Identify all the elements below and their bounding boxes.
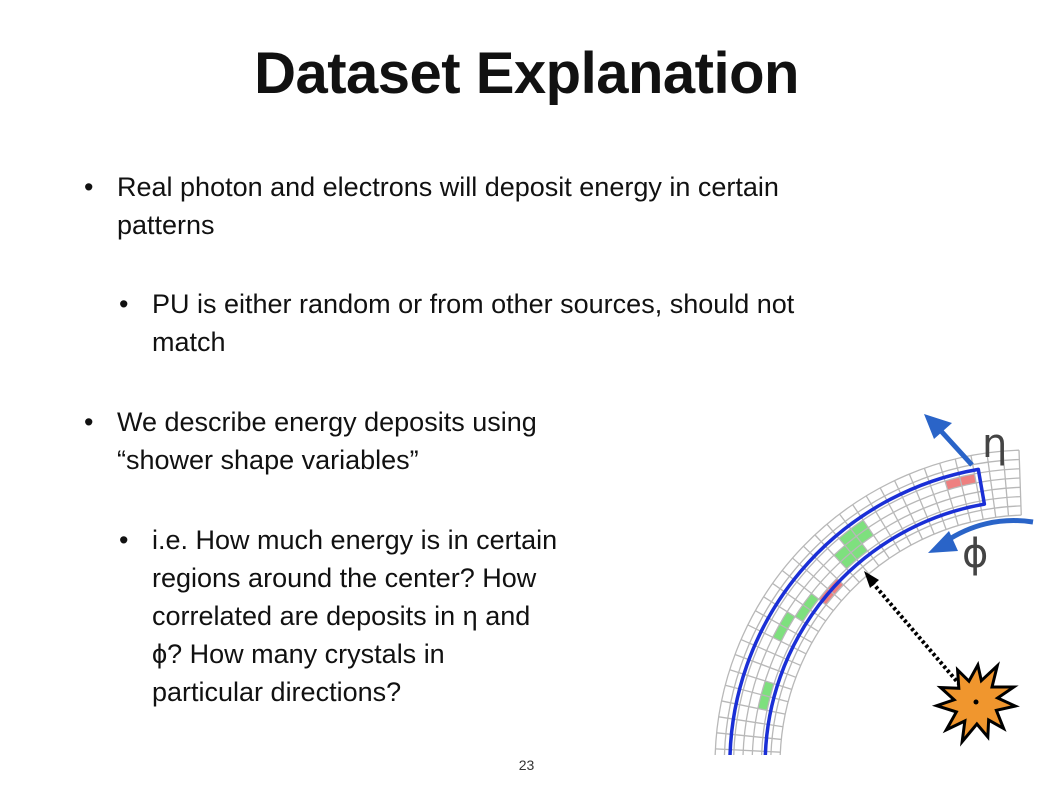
grid-spoke [826,523,870,575]
bullet-line: regions around the center? How [152,563,537,593]
red-crystal-cell [959,473,977,487]
bullet-line: We describe energy deposits using [117,407,537,437]
particle-track [864,571,962,687]
green-crystal-cell [856,527,874,544]
green-crystal-cell [802,593,819,611]
grid-spoke [814,534,860,583]
crystal-grid [714,449,1022,755]
green-crystal-cell [779,611,796,629]
burst-icon [931,660,1020,747]
green-crystal-cell [850,543,868,560]
phi-arrow [928,518,1034,553]
bullet-marker: • [119,289,129,319]
bullet-pileup: • PU is either random or from other sour… [119,285,932,361]
green-crystal-cell [844,536,863,553]
grid-spoke [755,610,813,644]
cluster-outline [728,467,987,755]
grid-spoke [716,732,782,741]
grid-spoke [893,480,924,540]
bullet-line: correlated are deposits in η and [152,601,531,631]
grid-spoke [923,468,947,530]
green-crystal-cell [833,545,851,563]
bullet-marker: • [119,525,129,555]
grid-spoke [908,473,935,535]
grid-spoke [852,504,890,559]
grid-spoke [839,513,880,567]
bullet-line: PU is either random or from other source… [152,289,795,319]
bullet-line: i.e. How much energy is in certain [152,525,558,555]
grid-spoke [792,557,842,602]
grid-spoke [879,487,912,546]
grid-spoke [781,569,834,612]
green-crystal-cell [838,528,857,546]
green-crystal-cell [795,604,811,622]
bullet-line: “shower shape variables” [117,445,419,475]
bullet-marker: • [84,172,94,202]
phi-label: ϕ [962,531,988,577]
bullet-line: patterns [117,210,215,240]
bullet-shower-shape: • We describe energy deposits using “sho… [84,403,657,479]
green-crystal-cell [840,552,857,569]
eta-arrow [924,414,974,467]
grid-spoke [1018,450,1022,516]
grid-spoke [740,638,801,667]
grid-spoke [1002,451,1010,516]
grid-spoke [865,495,901,552]
grid-spoke [763,596,819,633]
grid-spoke [734,653,797,678]
cluster-boundary [728,467,987,755]
grid-spoke [721,700,786,715]
green-crystal-cell [757,694,771,711]
calorimeter-diagram: η ϕ [714,414,1034,755]
grid-spoke [718,716,784,728]
deposit-cells [757,473,977,711]
page-number: 23 [518,757,535,773]
bullet-line: Real photon and electrons will deposit e… [117,172,779,202]
grid-spoke [729,669,792,691]
bullet-line: particular directions? [152,677,402,707]
grid-spoke [970,455,984,520]
bullet-line: match [152,327,226,357]
bullet-energy-patterns: • Real photon and electrons will deposit… [84,168,917,244]
grid-spoke [747,624,807,655]
grid-spoke [802,545,851,592]
bullet-examples: • i.e. How much energy is in certain reg… [119,521,652,711]
grid-spoke [954,458,972,523]
green-crystal-cell [850,520,869,537]
grid-spoke [986,452,997,518]
grid-spoke [772,582,827,622]
bullet-line: ϕ? How many crystals in [152,639,445,669]
bullet-marker: • [84,407,94,437]
grid-spoke [939,463,959,526]
eta-label: η [982,421,1007,467]
grid-spoke [715,748,781,753]
slide-title: Dataset Explanation [254,41,799,106]
grid-spoke [725,684,789,703]
green-crystal-cell [772,624,788,642]
